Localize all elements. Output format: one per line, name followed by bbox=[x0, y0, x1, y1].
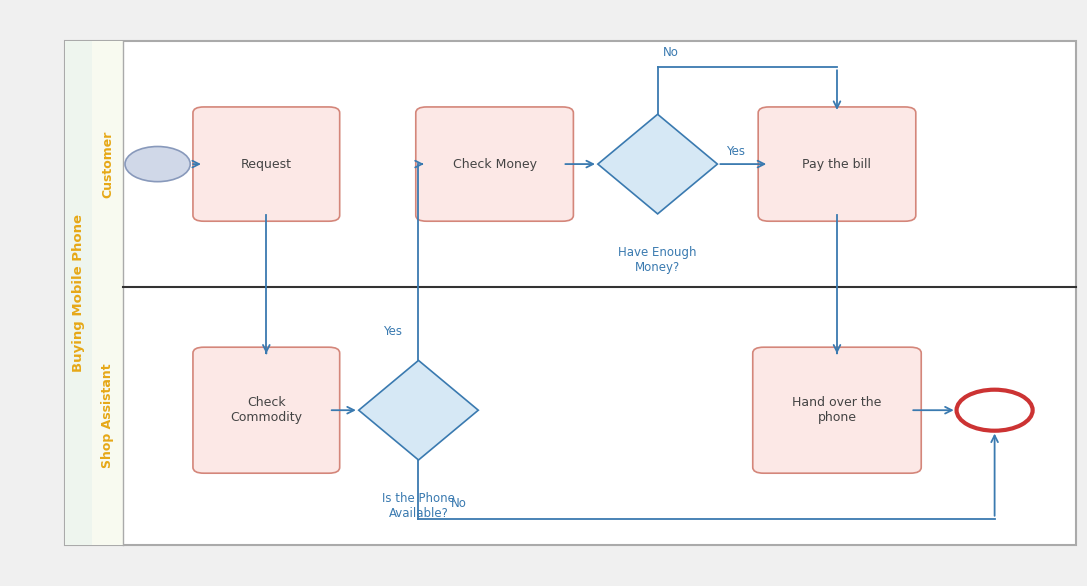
Text: Pay the bill: Pay the bill bbox=[802, 158, 872, 171]
Text: Check
Commodity: Check Commodity bbox=[230, 396, 302, 424]
Text: Yes: Yes bbox=[384, 325, 402, 338]
Text: Yes: Yes bbox=[726, 145, 745, 158]
Text: Buying Mobile Phone: Buying Mobile Phone bbox=[73, 214, 85, 372]
Text: Have Enough
Money?: Have Enough Money? bbox=[619, 246, 697, 274]
Bar bbox=[65, 41, 1076, 545]
Text: Hand over the
phone: Hand over the phone bbox=[792, 396, 882, 424]
FancyBboxPatch shape bbox=[759, 107, 915, 222]
Text: Shop Assistant: Shop Assistant bbox=[101, 364, 114, 468]
FancyBboxPatch shape bbox=[193, 347, 339, 473]
Text: Check Money: Check Money bbox=[452, 158, 537, 171]
Circle shape bbox=[125, 146, 190, 182]
Bar bbox=[65, 41, 92, 545]
Bar bbox=[92, 41, 123, 545]
Polygon shape bbox=[598, 114, 717, 214]
Text: No: No bbox=[451, 497, 467, 510]
FancyBboxPatch shape bbox=[415, 107, 574, 222]
FancyBboxPatch shape bbox=[752, 347, 922, 473]
Circle shape bbox=[957, 390, 1033, 431]
FancyBboxPatch shape bbox=[193, 107, 339, 222]
Text: No: No bbox=[663, 46, 679, 59]
Text: Is the Phone
Available?: Is the Phone Available? bbox=[382, 492, 455, 520]
Text: Request: Request bbox=[241, 158, 291, 171]
Polygon shape bbox=[359, 360, 478, 460]
Text: Customer: Customer bbox=[101, 131, 114, 197]
